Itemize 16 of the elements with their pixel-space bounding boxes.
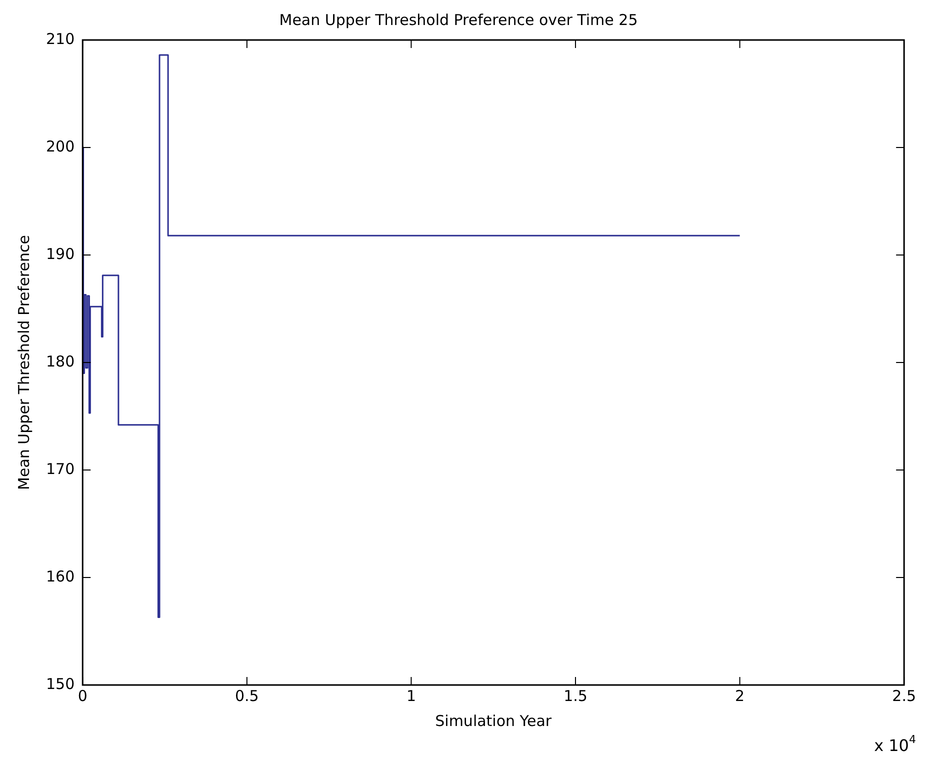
y-tick-label: 170 — [46, 460, 75, 478]
y-tick-label: 150 — [46, 674, 75, 693]
x-tick-label: 0 — [78, 686, 88, 705]
x-tick-label: 1 — [406, 686, 416, 705]
y-tick-label: 180 — [46, 352, 75, 370]
y-tick-label: 160 — [46, 567, 75, 586]
chart-title: Mean Upper Threshold Preference over Time 25 — [279, 10, 638, 29]
y-axis-title: Mean Upper Threshold Preference — [14, 235, 33, 490]
x-axis-title: Simulation Year — [435, 712, 552, 730]
y-tick-label: 190 — [46, 244, 75, 263]
x-tick-label: 0.5 — [234, 686, 259, 705]
y-tick-label: 200 — [46, 137, 75, 156]
x-tick-label: 1.5 — [564, 686, 588, 705]
x-tick-label: 2 — [735, 686, 745, 705]
y-tick-label: 210 — [46, 30, 75, 48]
x-tick-label: 2.5 — [892, 686, 916, 705]
